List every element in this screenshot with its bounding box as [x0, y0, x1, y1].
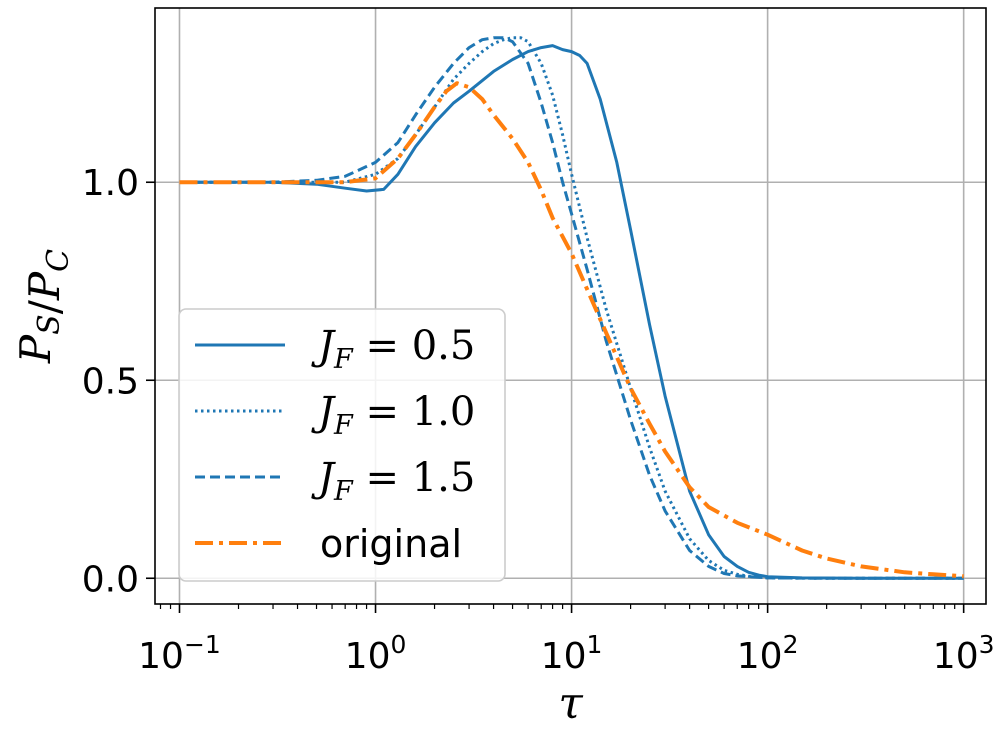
y-axis-label: PS/PC [11, 249, 76, 364]
x-tick-label: 101 [541, 630, 603, 677]
legend-label-1: JF = 1.0 [311, 389, 475, 441]
y-tick-label: 1.0 [82, 163, 139, 204]
x-tick-label: 10−1 [138, 630, 221, 677]
series-line-0 [179, 44, 964, 580]
series-line-2 [179, 36, 964, 580]
legend-label-0: JF = 0.5 [311, 323, 475, 375]
x-tick-label: 100 [345, 630, 407, 677]
series-line-3 [179, 81, 964, 579]
x-axis-label: τ [558, 678, 583, 729]
series-line-1 [179, 36, 964, 580]
axis-labels: τ PS/PC [11, 249, 583, 729]
legend-label-3: original [320, 522, 462, 566]
plot-frame [154, 7, 987, 605]
legend-box [178, 308, 506, 582]
tick-labels: 10−1 100 101 102 103 0.0 0.5 1.0 [82, 163, 995, 677]
x-tick-label: 102 [737, 630, 799, 677]
series-layer [179, 36, 964, 580]
x-tick-label: 103 [933, 630, 995, 677]
y-tick-label: 0.5 [82, 361, 139, 402]
y-tick-label: 0.0 [82, 559, 139, 600]
ticks [146, 181, 965, 613]
